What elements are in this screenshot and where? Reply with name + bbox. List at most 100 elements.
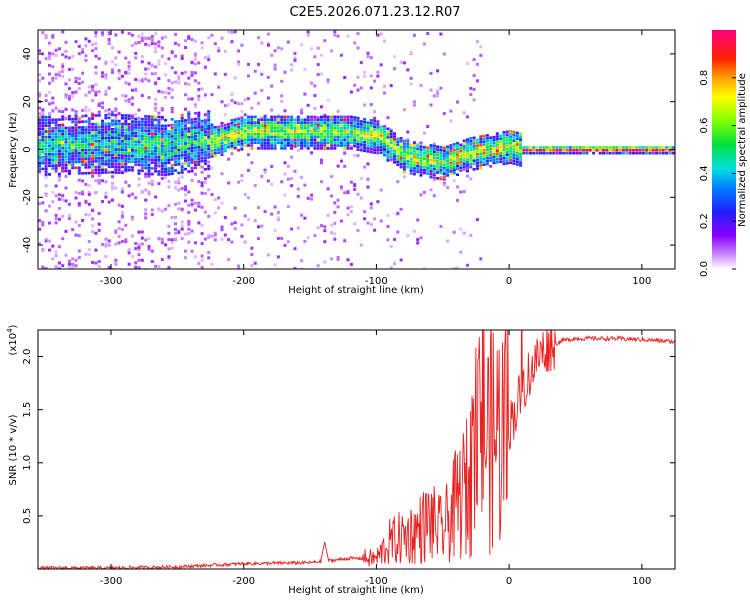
- spectrogram-ridge-cell: [117, 139, 121, 143]
- spectrogram-y-label: Frequency (Hz): [8, 112, 19, 188]
- spectrogram-noise-cell: [87, 240, 91, 243]
- spectrogram-ridge-cell: [74, 157, 78, 161]
- spectrogram-ridge-cell: [359, 134, 363, 138]
- spectrogram-ridge-cell: [150, 167, 154, 170]
- spectrogram-ridge-cell: [280, 144, 284, 147]
- spectrogram-ridge-cell: [74, 137, 78, 141]
- spectrogram-noise-cell: [157, 208, 161, 212]
- spectrogram-ridge-cell: [57, 172, 61, 176]
- spectrogram-ridge-cell: [432, 162, 436, 165]
- spectrogram-ridge-cell: [266, 121, 270, 124]
- spectrogram-ridge-cell: [240, 127, 244, 131]
- spectrogram-ridge-cell: [336, 141, 340, 144]
- spectrogram-ridge-cell: [227, 145, 231, 149]
- spectrogram-noise-cell: [160, 237, 164, 241]
- spectrogram-ridge-cell: [661, 151, 665, 155]
- spectrogram-ridge-cell: [612, 151, 615, 155]
- spectrogram-ridge-cell: [223, 143, 227, 147]
- spectrogram-noise-cell: [124, 223, 128, 227]
- spectrogram-ridge-cell: [77, 129, 81, 132]
- spectrogram-ridge-cell: [286, 127, 290, 130]
- spectrogram-ridge-cell: [157, 147, 161, 150]
- spectrogram-ridge-cell: [77, 160, 81, 164]
- spectrogram-ridge-cell: [137, 126, 141, 129]
- spectrogram-ridge-cell: [101, 168, 104, 172]
- spectrogram-ridge-cell: [320, 129, 323, 133]
- spectrogram-ridge-cell: [449, 144, 453, 147]
- spectrogram-ridge-cell: [416, 161, 420, 165]
- spectrogram-noise-cell: [104, 244, 108, 248]
- spectrogram-noise-cell: [233, 76, 237, 80]
- spectrogram-ridge-cell: [412, 167, 416, 170]
- spectrogram-ridge-cell: [87, 143, 91, 146]
- spectrogram-ridge-cell: [346, 115, 350, 119]
- snr-y-tick-label: 2.0: [22, 349, 33, 365]
- spectrogram-noise-cell: [167, 57, 171, 61]
- spectrogram-ridge-cell: [393, 132, 396, 135]
- spectrogram-ridge-cell: [452, 168, 456, 172]
- spectrogram-ridge-cell: [44, 135, 48, 139]
- spectrogram-noise-cell: [386, 213, 390, 217]
- spectrogram-ridge-cell: [61, 144, 65, 147]
- spectrogram-ridge-cell: [227, 122, 231, 126]
- spectrogram-ridge-cell: [213, 151, 217, 155]
- spectrogram-ridge-cell: [107, 156, 111, 160]
- spectrogram-noise-cell: [154, 31, 158, 35]
- colorbar-strip: [712, 30, 736, 269]
- spectrogram-ridge-cell: [38, 150, 41, 154]
- spectrogram-noise-cell: [180, 227, 184, 231]
- spectrogram-noise-cell: [217, 206, 221, 210]
- spectrogram-noise-cell: [253, 261, 257, 265]
- spectrogram-ridge-cell: [585, 151, 589, 155]
- spectrogram-ridge-cell: [130, 169, 134, 172]
- spectrogram-ridge-cell: [61, 138, 65, 141]
- spectrogram-ridge-cell: [157, 170, 161, 173]
- spectrogram-ridge-cell: [505, 159, 509, 162]
- spectrogram-noise-cell: [177, 127, 181, 130]
- spectrogram-noise-cell: [442, 183, 446, 187]
- spectrogram-ridge-cell: [316, 118, 320, 121]
- spectrogram-ridge-cell: [671, 149, 675, 152]
- spectrogram-ridge-cell: [492, 144, 496, 147]
- spectrogram-ridge-cell: [515, 140, 519, 143]
- spectrogram-ridge-cell: [442, 175, 446, 178]
- spectrogram-ridge-cell: [346, 138, 350, 142]
- spectrogram-ridge-cell: [154, 141, 158, 144]
- spectrogram-noise-cell: [190, 38, 194, 41]
- spectrogram-ridge-cell: [582, 151, 586, 155]
- spectrogram-ridge-cell: [266, 118, 270, 121]
- spectrogram-ridge-cell: [38, 164, 41, 168]
- spectrogram-ridge-cell: [38, 116, 41, 119]
- spectrogram-ridge-cell: [472, 150, 476, 154]
- colorbar-label: Normalized spectral amplitude: [737, 73, 748, 227]
- spectrogram-noise-cell: [97, 90, 101, 94]
- spectrogram-ridge-cell: [512, 133, 516, 137]
- spectrogram-ridge-cell: [187, 118, 191, 122]
- spectrogram-noise-cell: [276, 211, 280, 214]
- spectrogram-ridge-cell: [81, 143, 85, 146]
- spectrogram-ridge-cell: [449, 155, 453, 159]
- spectrogram-ridge-cell: [54, 167, 58, 170]
- spectrogram-ridge-cell: [665, 151, 668, 155]
- spectrogram-noise-cell: [157, 77, 161, 81]
- spectrogram-ridge-cell: [446, 145, 450, 148]
- spectrogram-noise-cell: [416, 218, 420, 222]
- spectrogram-noise-cell: [160, 241, 164, 245]
- spectrogram-ridge-cell: [383, 153, 386, 157]
- spectrogram-noise-cell: [154, 65, 158, 69]
- spectrogram-noise-cell: [193, 255, 197, 259]
- spectrogram-ridge-cell: [111, 150, 114, 154]
- spectrogram-ridge-cell: [366, 127, 370, 130]
- spectrogram-noise-cell: [94, 191, 98, 195]
- spectrogram-ridge-cell: [290, 138, 294, 142]
- spectrogram-ridge-cell: [177, 137, 181, 140]
- spectrogram-ridge-cell: [217, 142, 221, 146]
- spectrogram-ridge-cell: [253, 135, 257, 139]
- spectrogram-noise-cell: [91, 169, 95, 172]
- spectrogram-ridge-cell: [71, 129, 75, 132]
- spectrogram-ridge-cell: [124, 168, 128, 172]
- spectrogram-ridge-cell: [376, 140, 380, 143]
- spectrogram-ridge-cell: [386, 144, 390, 148]
- spectrogram-noise-cell: [203, 177, 207, 180]
- spectrogram-ridge-cell: [67, 140, 71, 144]
